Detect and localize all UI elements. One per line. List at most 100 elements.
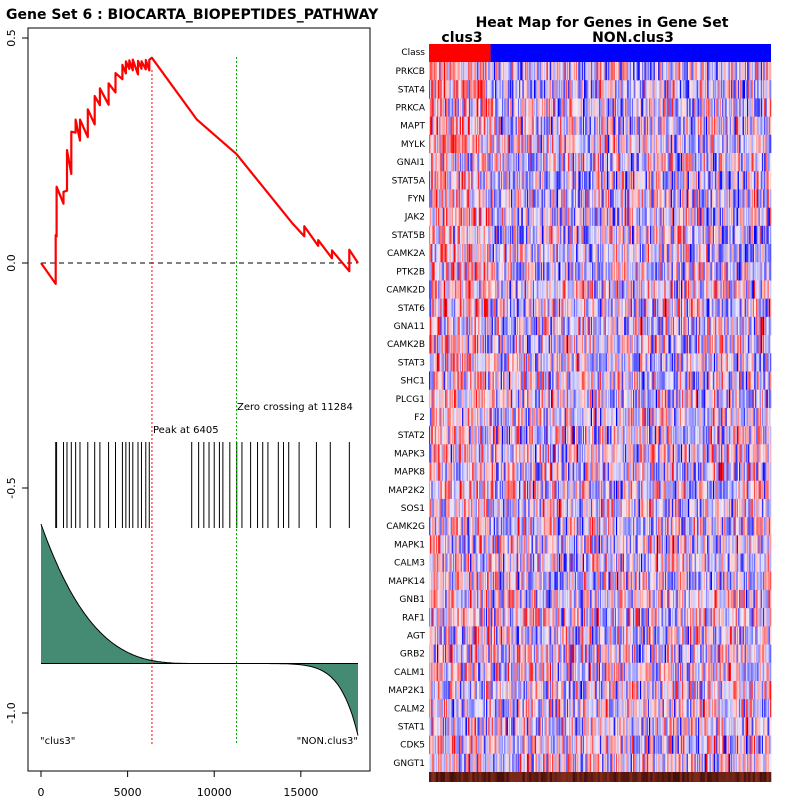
heatmap-cell — [611, 371, 613, 390]
heatmap-cell — [515, 371, 518, 390]
heatmap-cell — [688, 335, 691, 354]
heatmap-cell — [657, 171, 659, 190]
heatmap-cell — [765, 280, 767, 299]
heatmap-cell — [586, 371, 588, 390]
heatmap-cell — [633, 262, 635, 281]
heatmap-cell — [515, 171, 518, 190]
gene-label: F2 — [414, 413, 425, 423]
heatmap-cell — [467, 80, 470, 99]
heatmap-cell — [455, 353, 457, 372]
heatmap-cell — [523, 244, 526, 263]
heatmap-cell — [459, 353, 462, 372]
heatmap-cell — [635, 62, 637, 81]
heatmap-cell — [712, 153, 715, 172]
heatmap-cell — [626, 116, 628, 136]
heatmap-cell — [674, 171, 676, 190]
heatmap-cell — [450, 244, 453, 263]
heatmap-cell — [544, 189, 546, 208]
heatmap-cell — [712, 134, 715, 154]
heatmap-cell — [619, 207, 621, 227]
heatmap-cell — [472, 134, 474, 154]
heatmap-cell — [627, 134, 629, 154]
heatmap-cell — [682, 353, 684, 372]
heatmap-cell — [635, 371, 637, 390]
heatmap-cell — [579, 262, 581, 281]
heatmap-cell — [674, 244, 676, 263]
heatmap-cell — [700, 207, 702, 227]
heatmap-cell — [596, 80, 599, 99]
heatmap-cell — [521, 335, 523, 354]
heatmap-cell — [447, 225, 449, 245]
heatmap-cell — [674, 335, 676, 354]
heatmap-cell — [573, 371, 576, 390]
heatmap-cell — [737, 225, 740, 245]
heatmap-cell — [530, 80, 532, 99]
heatmap-cell — [641, 298, 643, 318]
heatmap-cell — [545, 116, 547, 136]
heatmap-cell — [550, 335, 553, 354]
heatmap-cell — [765, 225, 767, 245]
heatmap-cell — [641, 371, 643, 390]
heatmap-cell — [460, 80, 463, 99]
heatmap-cell — [440, 225, 442, 245]
heatmap-cell — [688, 207, 691, 227]
heatmap-cell — [536, 116, 538, 136]
heatmap-cell — [747, 153, 749, 172]
heatmap-cell — [449, 62, 451, 81]
heatmap-cell — [627, 62, 629, 81]
heatmap-cell — [515, 153, 518, 172]
heatmap-cell — [617, 316, 619, 336]
heatmap-cell — [522, 262, 524, 281]
heatmap-cell — [459, 244, 462, 263]
heatmap-cell — [676, 189, 678, 208]
heatmap-cell — [579, 171, 581, 190]
heatmap-cell — [696, 207, 699, 227]
heatmap-cell — [442, 225, 445, 245]
heatmap-cell — [557, 116, 560, 136]
heatmap-cell — [557, 62, 560, 81]
heatmap-cell — [517, 262, 520, 281]
heatmap-cell — [707, 280, 709, 299]
heatmap-cell — [497, 225, 499, 245]
heatmap-cell — [758, 98, 760, 117]
heatmap-cell — [562, 98, 564, 117]
heatmap-cell — [489, 262, 491, 281]
heatmap-cell — [531, 262, 534, 281]
heatmap-cell — [582, 225, 585, 245]
heatmap-cell — [766, 262, 768, 281]
heatmap-cell — [459, 316, 462, 336]
heatmap-cell — [676, 316, 678, 336]
heatmap-cell — [764, 171, 766, 190]
heatmap-cell — [463, 280, 465, 299]
heatmap-cell — [655, 353, 658, 372]
heatmap-cell — [628, 189, 630, 208]
heatmap-cell — [686, 189, 689, 208]
heatmap-cell — [448, 353, 450, 372]
heatmap-cell — [708, 316, 710, 336]
heatmap-cell — [540, 335, 543, 354]
heatmap-cell — [572, 134, 575, 154]
heatmap-cell — [618, 353, 620, 372]
heatmap-cell — [537, 62, 539, 81]
heatmap-cell — [734, 316, 736, 336]
heatmap-cell — [483, 80, 486, 99]
heatmap-cell — [476, 207, 479, 227]
gene-label: STAT6 — [398, 304, 425, 314]
heatmap-cell — [483, 116, 486, 136]
heatmap-cell — [703, 116, 706, 136]
heatmap-cell — [765, 171, 767, 190]
heatmap-cell — [691, 262, 693, 281]
heatmap-cell — [565, 335, 568, 354]
heatmap-cell — [651, 189, 653, 208]
heatmap-cell — [509, 244, 512, 263]
heatmap-cell — [740, 98, 742, 117]
heatmap-cell — [484, 262, 487, 281]
heatmap-cell — [564, 371, 567, 390]
heatmap-cell — [714, 316, 716, 336]
heatmap-cell — [548, 189, 551, 208]
heatmap-cell — [538, 244, 540, 263]
heatmap-cell — [497, 316, 499, 336]
heatmap-cell — [627, 153, 629, 172]
heatmap-cell — [668, 153, 670, 172]
